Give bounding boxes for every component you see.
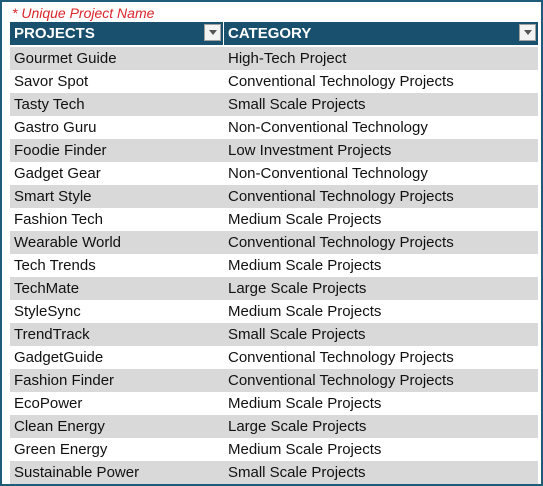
- table-row[interactable]: GadgetGuide Conventional Technology Proje…: [10, 346, 538, 369]
- table-row[interactable]: Gadget Gear Non-Conventional Technology: [10, 162, 538, 185]
- project-cell[interactable]: Fashion Tech: [14, 211, 103, 228]
- category-cell[interactable]: Conventional Technology Projects: [228, 73, 454, 90]
- category-cell[interactable]: Medium Scale Projects: [228, 257, 382, 274]
- project-cell[interactable]: Tasty Tech: [14, 96, 85, 113]
- table-row[interactable]: TechMate Large Scale Projects: [10, 277, 538, 300]
- project-cell[interactable]: TechMate: [14, 280, 80, 297]
- table-row[interactable]: Clean Energy Large Scale Projects: [10, 415, 538, 438]
- category-cell[interactable]: Conventional Technology Projects: [228, 188, 454, 205]
- table-row[interactable]: Green Energy Medium Scale Projects: [10, 438, 538, 461]
- category-cell[interactable]: High-Tech Project: [228, 50, 347, 67]
- table-row[interactable]: Fashion Tech Medium Scale Projects: [10, 208, 538, 231]
- category-cell[interactable]: Medium Scale Projects: [228, 395, 382, 412]
- table-row[interactable]: StyleSync Medium Scale Projects: [10, 300, 538, 323]
- project-cell[interactable]: Foodie Finder: [14, 142, 107, 159]
- projects-filter-button[interactable]: [204, 24, 221, 41]
- table-row[interactable]: TrendTrack Small Scale Projects: [10, 323, 538, 346]
- category-cell[interactable]: Large Scale Projects: [228, 418, 367, 435]
- project-cell[interactable]: Smart Style: [14, 188, 92, 205]
- category-cell[interactable]: Small Scale Projects: [228, 326, 366, 343]
- project-cell[interactable]: Fashion Finder: [14, 372, 115, 389]
- category-cell[interactable]: Large Scale Projects: [228, 280, 367, 297]
- table-row[interactable]: Smart Style Conventional Technology Proje…: [10, 185, 538, 208]
- project-cell[interactable]: Sustainable Power: [14, 464, 140, 481]
- project-cell[interactable]: Gourmet Guide: [14, 50, 117, 67]
- chevron-down-icon: [523, 30, 532, 35]
- table-row[interactable]: Tasty Tech Small Scale Projects: [10, 93, 538, 116]
- category-filter-button[interactable]: [519, 24, 536, 41]
- unique-name-note: * Unique Project Name: [12, 5, 155, 21]
- category-cell[interactable]: Small Scale Projects: [228, 464, 366, 481]
- project-cell[interactable]: GadgetGuide: [14, 349, 104, 366]
- table-row[interactable]: Gourmet Guide High-Tech Project: [10, 47, 538, 70]
- table-row[interactable]: EcoPower Medium Scale Projects: [10, 392, 538, 415]
- chevron-down-icon: [208, 30, 217, 35]
- table-row[interactable]: Fashion Finder Conventional Technology Pr…: [10, 369, 538, 392]
- project-cell[interactable]: Green Energy: [14, 441, 108, 458]
- table-row[interactable]: Gastro Guru Non-Conventional Technology: [10, 116, 538, 139]
- category-cell[interactable]: Small Scale Projects: [228, 96, 366, 113]
- project-cell[interactable]: Tech Trends: [14, 257, 96, 274]
- header-projects-label: PROJECTS: [14, 25, 95, 42]
- category-cell[interactable]: Conventional Technology Projects: [228, 234, 454, 251]
- category-cell[interactable]: Medium Scale Projects: [228, 303, 382, 320]
- table-row[interactable]: Foodie Finder Low Investment Projects: [10, 139, 538, 162]
- table-header: PROJECTS CATEGORY: [10, 22, 538, 47]
- table-row[interactable]: Savor Spot Conventional Technology Projec…: [10, 70, 538, 93]
- project-cell[interactable]: TrendTrack: [14, 326, 90, 343]
- category-cell[interactable]: Medium Scale Projects: [228, 211, 382, 228]
- project-cell[interactable]: Wearable World: [14, 234, 121, 251]
- category-cell[interactable]: Medium Scale Projects: [228, 441, 382, 458]
- project-cell[interactable]: EcoPower: [14, 395, 83, 412]
- header-category[interactable]: CATEGORY: [224, 22, 538, 45]
- projects-table: PROJECTS CATEGORY Gourmet Guide High-Tech…: [10, 22, 538, 484]
- category-cell[interactable]: Conventional Technology Projects: [228, 349, 454, 366]
- category-cell[interactable]: Non-Conventional Technology: [228, 119, 428, 136]
- category-cell[interactable]: Non-Conventional Technology: [228, 165, 428, 182]
- project-cell[interactable]: Clean Energy: [14, 418, 105, 435]
- header-projects[interactable]: PROJECTS: [10, 22, 224, 45]
- table-row[interactable]: Wearable World Conventional Technology Pr…: [10, 231, 538, 254]
- table-row[interactable]: Tech Trends Medium Scale Projects: [10, 254, 538, 277]
- project-cell[interactable]: Gadget Gear: [14, 165, 101, 182]
- project-cell[interactable]: Gastro Guru: [14, 119, 97, 136]
- table-body: Gourmet Guide High-Tech Project Savor Spo…: [10, 47, 538, 484]
- category-cell[interactable]: Low Investment Projects: [228, 142, 392, 159]
- header-category-label: CATEGORY: [228, 25, 312, 42]
- project-cell[interactable]: Savor Spot: [14, 73, 89, 90]
- table-row[interactable]: Sustainable Power Small Scale Projects: [10, 461, 538, 484]
- category-cell[interactable]: Conventional Technology Projects: [228, 372, 454, 389]
- project-cell[interactable]: StyleSync: [14, 303, 81, 320]
